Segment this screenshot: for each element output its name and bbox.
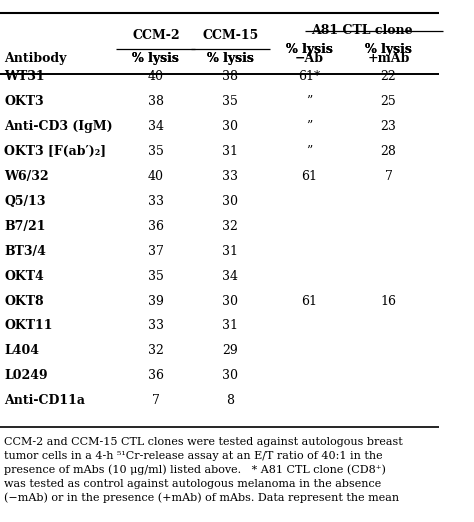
Text: 31: 31 bbox=[222, 145, 238, 158]
Text: B7/21: B7/21 bbox=[4, 220, 46, 233]
Text: Q5/13: Q5/13 bbox=[4, 195, 46, 208]
Text: CCM-2 and CCM-15 CTL clones were tested against autologous breast
tumor cells in: CCM-2 and CCM-15 CTL clones were tested … bbox=[4, 437, 403, 503]
Text: 30: 30 bbox=[222, 120, 238, 133]
Text: OKT3 [F(ab′)₂]: OKT3 [F(ab′)₂] bbox=[4, 145, 107, 158]
Text: 31: 31 bbox=[222, 245, 238, 258]
Text: % lysis: % lysis bbox=[207, 52, 254, 65]
Text: CCM-15: CCM-15 bbox=[202, 29, 258, 42]
Text: 29: 29 bbox=[223, 345, 238, 358]
Text: WT31: WT31 bbox=[4, 70, 45, 83]
Text: OKT11: OKT11 bbox=[4, 319, 53, 333]
Text: −Ab: −Ab bbox=[295, 52, 324, 65]
Text: L0249: L0249 bbox=[4, 370, 48, 382]
Text: ”: ” bbox=[306, 145, 312, 158]
Text: 30: 30 bbox=[222, 195, 238, 208]
Text: 8: 8 bbox=[227, 394, 235, 407]
Text: 35: 35 bbox=[222, 95, 238, 108]
Text: +mAb: +mAb bbox=[367, 52, 410, 65]
Text: A81 CTL clone: A81 CTL clone bbox=[311, 25, 413, 38]
Text: ”: ” bbox=[306, 120, 312, 133]
Text: OKT8: OKT8 bbox=[4, 294, 44, 307]
Text: % lysis: % lysis bbox=[286, 43, 333, 55]
Text: L404: L404 bbox=[4, 345, 39, 358]
Text: OKT4: OKT4 bbox=[4, 269, 44, 282]
Text: 61: 61 bbox=[301, 294, 318, 307]
Text: 22: 22 bbox=[381, 70, 396, 83]
Text: 33: 33 bbox=[148, 195, 164, 208]
Text: 40: 40 bbox=[148, 170, 164, 183]
Text: 36: 36 bbox=[148, 220, 164, 233]
Text: CCM-2: CCM-2 bbox=[132, 29, 180, 42]
Text: 34: 34 bbox=[148, 120, 164, 133]
Text: 25: 25 bbox=[381, 95, 396, 108]
Text: 30: 30 bbox=[222, 370, 238, 382]
Text: 34: 34 bbox=[222, 269, 238, 282]
Text: BT3/4: BT3/4 bbox=[4, 245, 46, 258]
Text: OKT3: OKT3 bbox=[4, 95, 44, 108]
Text: 32: 32 bbox=[222, 220, 238, 233]
Text: 38: 38 bbox=[148, 95, 164, 108]
Text: 30: 30 bbox=[222, 294, 238, 307]
Text: % lysis: % lysis bbox=[132, 52, 179, 65]
Text: 16: 16 bbox=[381, 294, 396, 307]
Text: Antibody: Antibody bbox=[4, 52, 67, 65]
Text: 39: 39 bbox=[148, 294, 164, 307]
Text: 7: 7 bbox=[152, 394, 160, 407]
Text: 33: 33 bbox=[222, 170, 238, 183]
Text: 61*: 61* bbox=[298, 70, 320, 83]
Text: % lysis: % lysis bbox=[207, 52, 254, 65]
Text: 23: 23 bbox=[381, 120, 396, 133]
Text: % lysis: % lysis bbox=[132, 52, 179, 65]
Text: 32: 32 bbox=[148, 345, 164, 358]
Text: Anti-CD3 (IgM): Anti-CD3 (IgM) bbox=[4, 120, 113, 133]
Text: 35: 35 bbox=[148, 269, 164, 282]
Text: 35: 35 bbox=[148, 145, 164, 158]
Text: W6/32: W6/32 bbox=[4, 170, 49, 183]
Text: % lysis: % lysis bbox=[365, 43, 412, 55]
Text: 37: 37 bbox=[148, 245, 164, 258]
Text: 31: 31 bbox=[222, 319, 238, 333]
Text: 40: 40 bbox=[148, 70, 164, 83]
Text: 36: 36 bbox=[148, 370, 164, 382]
Text: % lysis: % lysis bbox=[286, 43, 333, 55]
Text: 38: 38 bbox=[222, 70, 238, 83]
Text: Anti-CD11a: Anti-CD11a bbox=[4, 394, 85, 407]
Text: 61: 61 bbox=[301, 170, 318, 183]
Text: 28: 28 bbox=[381, 145, 396, 158]
Text: ”: ” bbox=[306, 95, 312, 108]
Text: % lysis: % lysis bbox=[365, 43, 412, 55]
Text: 7: 7 bbox=[384, 170, 392, 183]
Text: 33: 33 bbox=[148, 319, 164, 333]
